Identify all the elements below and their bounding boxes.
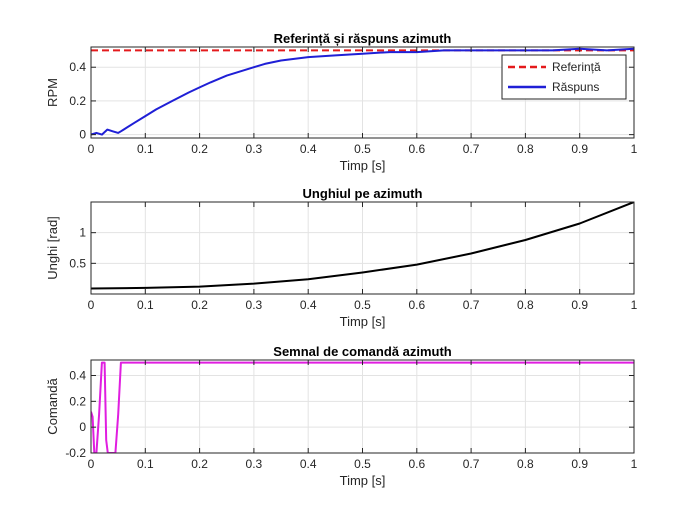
legend-box: [501, 54, 627, 100]
x-tick-label: 0.7: [463, 457, 480, 471]
x-axis-label: Timp [s]: [340, 473, 386, 488]
x-tick-label: 1: [631, 298, 638, 312]
x-tick-label: 0.4: [300, 457, 317, 471]
subplot-1: 0 0.1 0.2 0.3 0.4 0.5 0.6 0.7 0.8 0.9 1 0 0.2 0.4 Refe…: [45, 31, 638, 173]
legend-entry: Referință: [552, 60, 601, 74]
x-tick-label: 0.5: [354, 457, 371, 471]
x-tick-label: 0.5: [354, 298, 371, 312]
y-axis-label: Comandă: [45, 378, 60, 435]
x-tick-label: 0.1: [137, 298, 154, 312]
y-tick-label: 0: [79, 420, 86, 434]
y-tick-label: 1: [79, 226, 86, 240]
subplot-title: Referință și răspuns azimuth: [274, 31, 452, 46]
y-tick-label: 0.5: [69, 256, 86, 270]
x-tick-label: 0.1: [137, 457, 154, 471]
x-tick-label: 0.7: [463, 298, 480, 312]
x-tick-label: 0.8: [517, 298, 534, 312]
x-tick-label: 0: [88, 457, 95, 471]
x-tick-label: 0.6: [408, 142, 425, 156]
y-tick-label: 0.2: [69, 94, 86, 108]
legend: Referință Răspuns: [501, 54, 627, 100]
x-tick-label: 0.4: [300, 142, 317, 156]
x-tick-label: 0.4: [300, 298, 317, 312]
x-tick-label: 0.3: [246, 457, 263, 471]
x-tick-label: 0.9: [571, 457, 588, 471]
y-tick-label: 0.4: [69, 60, 86, 74]
x-tick-label: 0.1: [137, 142, 154, 156]
y-tick-label: 0.2: [69, 394, 86, 408]
x-tick-label: 0.8: [517, 142, 534, 156]
x-tick-label: 0.3: [246, 298, 263, 312]
x-axis-label: Timp [s]: [340, 314, 386, 329]
x-tick-label: 0.5: [354, 142, 371, 156]
y-axis-label: RPM: [45, 78, 60, 107]
x-tick-label: 0.2: [191, 142, 208, 156]
subplot-3: 0 0.1 0.2 0.3 0.4 0.5 0.6 0.7 0.8 0.9 1-0.200.20.4…: [45, 344, 638, 488]
x-tick-label: 0.9: [571, 142, 588, 156]
series-line-2: [91, 47, 634, 136]
subplot-2: 0 0.1 0.2 0.3 0.4 0.5 0.6 0.7 0.8 0.9 1 0.5 1 Unghiul…: [45, 186, 638, 329]
x-tick-label: 1: [631, 457, 638, 471]
y-axis-label: Unghi [rad]: [45, 216, 60, 280]
x-tick-label: 0.6: [408, 298, 425, 312]
x-tick-label: 0.2: [191, 457, 208, 471]
series-line-1: [91, 202, 634, 290]
y-tick-label: 0.4: [69, 369, 86, 383]
x-tick-label: 0.8: [517, 457, 534, 471]
x-tick-label: 0: [88, 298, 95, 312]
x-tick-label: 0: [88, 142, 95, 156]
x-tick-label: 0.9: [571, 298, 588, 312]
x-tick-label: 0.3: [246, 142, 263, 156]
subplot-title: Semnal de comandă azimuth: [273, 344, 451, 359]
y-tick-label: 0: [79, 128, 86, 142]
x-tick-label: 0.7: [463, 142, 480, 156]
y-tick-label: -0.2: [65, 446, 86, 460]
legend-entry: Răspuns: [552, 80, 599, 94]
x-tick-label: 1: [631, 142, 638, 156]
subplot-title: Unghiul pe azimuth: [303, 186, 423, 201]
x-tick-label: 0.2: [191, 298, 208, 312]
x-axis-label: Timp [s]: [340, 158, 386, 173]
x-tick-label: 0.6: [408, 457, 425, 471]
